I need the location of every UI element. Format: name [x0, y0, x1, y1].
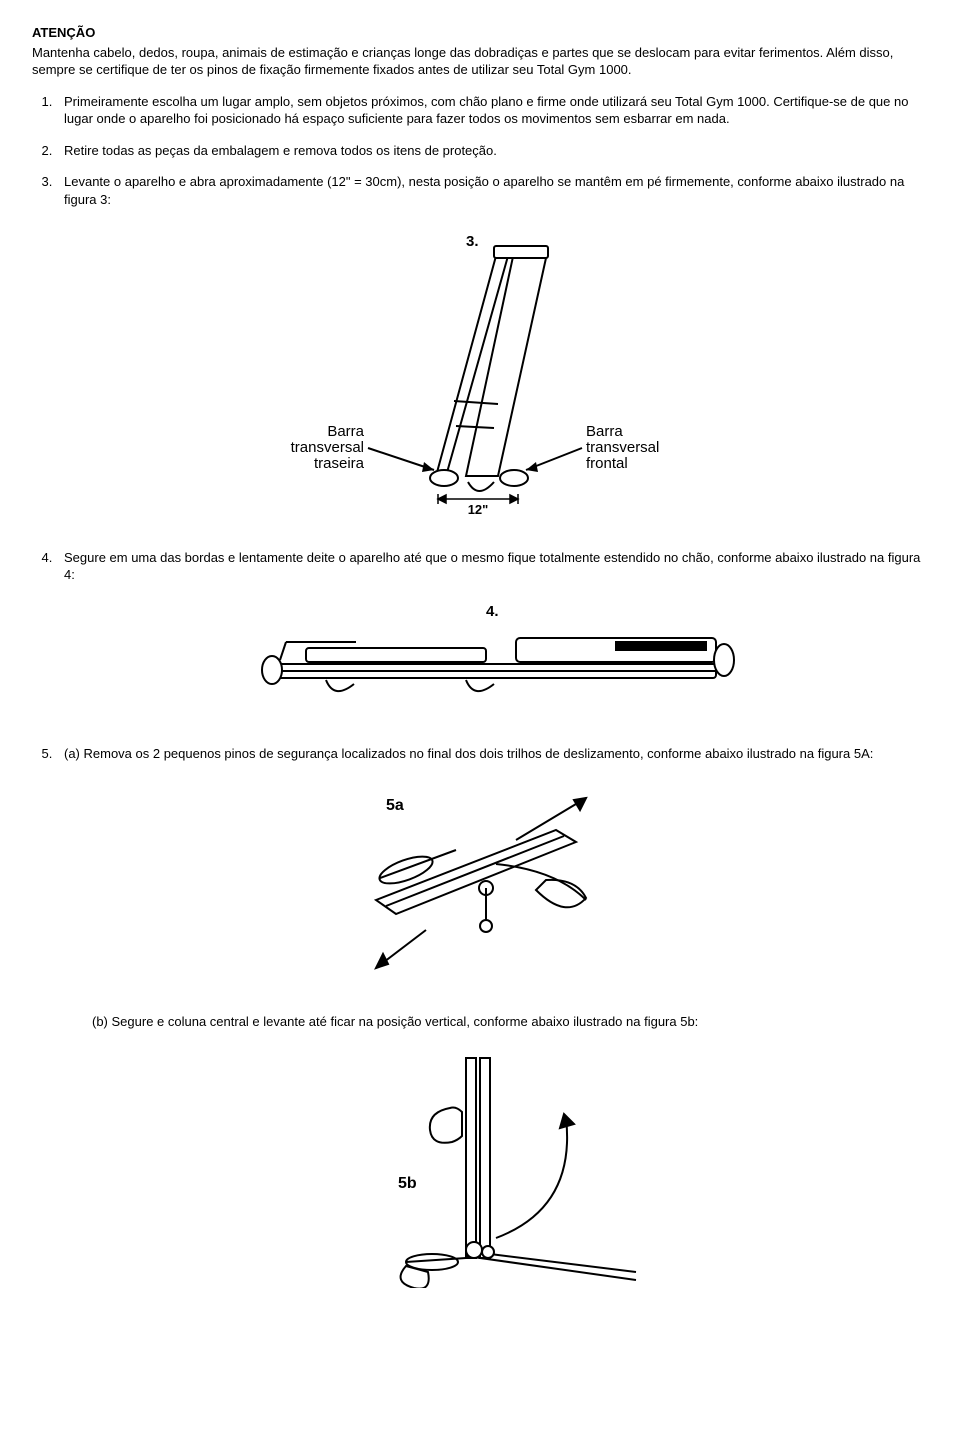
- fig3-left-label-1: Barra: [327, 423, 364, 440]
- page-title: ATENÇÃO: [32, 24, 928, 42]
- figure-5b: 5b: [64, 1048, 928, 1293]
- fig3-left-label-2: transversal: [291, 439, 364, 456]
- step-4-text: Segure em uma das bordas e lentamente de…: [64, 550, 920, 583]
- intro-paragraph: Mantenha cabelo, dedos, roupa, animais d…: [32, 44, 928, 79]
- fig5a-number: 5a: [386, 797, 404, 814]
- step-4: Segure em uma das bordas e lentamente de…: [56, 549, 928, 717]
- step-5: (a) Remova os 2 pequenos pinos de segura…: [56, 745, 928, 1293]
- step-3-text: Levante o aparelho e abra aproximadament…: [64, 174, 904, 207]
- fig3-right-label-1: Barra: [586, 423, 623, 440]
- step-3: Levante o aparelho e abra aproximadament…: [56, 173, 928, 521]
- fig3-right-label-3: frontal: [586, 455, 628, 472]
- step-1: Primeiramente escolha um lugar amplo, se…: [56, 93, 928, 128]
- step-5b-text: (b) Segure e coluna central e levante at…: [92, 1013, 928, 1031]
- fig3-right-label-2: transversal: [586, 439, 659, 456]
- fig3-dim: 12": [468, 502, 489, 516]
- fig3-left-label-3: traseira: [314, 455, 365, 472]
- fig4-number: 4.: [486, 603, 499, 620]
- figure-5a: 5a: [64, 780, 928, 985]
- steps-list: Primeiramente escolha um lugar amplo, se…: [32, 93, 928, 1293]
- fig3-number: 3.: [466, 233, 479, 250]
- figure-3: 3. Barra transversal traseira Barra tran…: [64, 226, 928, 521]
- fig5b-number: 5b: [398, 1175, 417, 1192]
- step-2: Retire todas as peças da embalagem e rem…: [56, 142, 928, 160]
- figure-4: 4.: [64, 602, 928, 717]
- step-5a-text: (a) Remova os 2 pequenos pinos de segura…: [64, 746, 873, 761]
